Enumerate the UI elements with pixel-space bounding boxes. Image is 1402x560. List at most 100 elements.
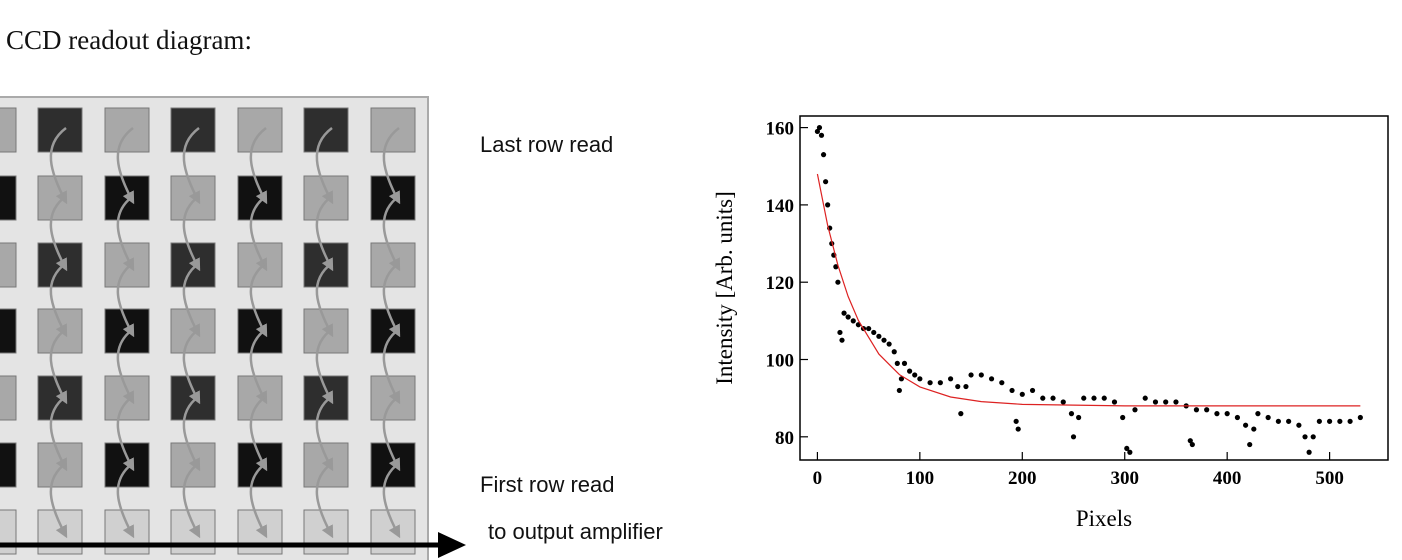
data-point — [1173, 399, 1179, 405]
shift-arrow — [382, 462, 401, 539]
shift-arrow — [182, 262, 201, 338]
data-point — [894, 360, 900, 366]
data-point — [1029, 387, 1036, 394]
data-point — [978, 372, 984, 378]
shift-arrow — [182, 127, 201, 205]
shift-arrow — [315, 395, 334, 472]
y-tick-label: 160 — [766, 119, 795, 140]
data-point — [988, 376, 995, 382]
ccd-pixel — [104, 375, 150, 421]
shift-arrow — [49, 328, 68, 405]
ccd-pixel — [37, 308, 83, 354]
data-point — [1127, 449, 1133, 455]
data-point — [1124, 445, 1130, 452]
data-point — [1347, 418, 1353, 424]
data-point — [1076, 414, 1082, 421]
shift-arrow — [116, 195, 135, 272]
y-axis-label: Intensity [Arb. units] — [712, 191, 737, 385]
ccd-pixel — [370, 442, 416, 488]
data-point — [1302, 434, 1308, 440]
ccd-pixel — [370, 308, 416, 354]
data-point — [1070, 434, 1077, 440]
ccd-pixel — [104, 442, 150, 488]
data-point — [841, 310, 847, 316]
ccd-pixel — [237, 442, 283, 488]
first-row-label: First row read — [480, 472, 614, 497]
data-point — [1050, 395, 1056, 401]
data-point — [839, 337, 845, 343]
x-tick-label: 300 — [1110, 468, 1139, 489]
ccd-pixel — [0, 308, 17, 354]
data-point — [1286, 418, 1292, 424]
data-point — [1193, 407, 1200, 413]
data-point — [917, 376, 923, 382]
ccd-pixel — [0, 175, 17, 221]
ccd-pixel — [237, 308, 283, 354]
data-point — [814, 128, 821, 135]
data-point — [1265, 414, 1271, 421]
data-point — [1040, 395, 1046, 401]
data-point — [1187, 438, 1193, 444]
data-point — [1152, 399, 1159, 405]
data-point — [820, 152, 827, 158]
ccd-pixel — [0, 375, 17, 421]
x-axis-label: Pixels — [1076, 506, 1132, 531]
data-point — [1327, 418, 1333, 424]
chart: 0 100 200 300 400 500 80 100 120 140 160 Pixels Inte… — [712, 115, 1389, 531]
data-point — [1101, 395, 1107, 401]
ccd-pixel — [170, 375, 216, 421]
shift-arrow — [49, 462, 68, 539]
last-row-label: Last row read — [480, 132, 613, 157]
ccd-pixel — [237, 242, 283, 288]
data-point — [1234, 414, 1241, 421]
data-point — [937, 380, 943, 386]
ccd-pixel — [303, 442, 349, 488]
ccd-pixel — [170, 175, 216, 221]
shift-arrow — [315, 195, 334, 272]
y-tick-label: 100 — [766, 351, 795, 372]
data-point — [912, 372, 918, 378]
data-point — [1357, 414, 1363, 421]
data-point — [1009, 387, 1015, 394]
data-point — [898, 376, 905, 382]
x-tick-label: 400 — [1213, 468, 1242, 489]
ccd-pixel — [237, 107, 283, 153]
y-tick-label: 80 — [775, 428, 794, 449]
ccd-pixel — [37, 442, 83, 488]
data-point — [825, 202, 831, 208]
ccd-pixel — [170, 107, 216, 153]
data-point — [1306, 449, 1312, 455]
data-point — [850, 318, 856, 324]
ccd-pixel — [170, 308, 216, 354]
data-point — [1316, 418, 1322, 424]
shift-arrow — [315, 328, 334, 405]
shift-arrow — [182, 195, 201, 272]
data-point — [1310, 434, 1316, 440]
y-tick-label: 120 — [766, 273, 795, 294]
shift-arrow — [382, 328, 401, 405]
data-point — [1068, 411, 1075, 417]
data-point — [1243, 422, 1249, 428]
data-point — [1120, 414, 1126, 421]
shift-arrow — [382, 195, 401, 272]
shift-arrow — [49, 262, 68, 338]
ccd-pixel — [370, 375, 416, 421]
ccd-pixel — [370, 107, 416, 153]
data-point — [816, 124, 823, 131]
data-point — [963, 383, 969, 390]
data-point — [1091, 395, 1097, 401]
data-point — [947, 376, 954, 382]
data-point — [1251, 426, 1257, 432]
data-point — [1132, 407, 1138, 413]
shift-arrow — [116, 127, 135, 205]
shift-arrow — [182, 328, 201, 405]
data-point — [1111, 399, 1118, 405]
shift-arrow — [49, 395, 68, 472]
data-point — [1214, 411, 1220, 417]
ccd-pixel — [37, 175, 83, 221]
shift-arrow — [382, 262, 401, 338]
ccd-pixel — [104, 242, 150, 288]
data-point — [835, 279, 841, 285]
